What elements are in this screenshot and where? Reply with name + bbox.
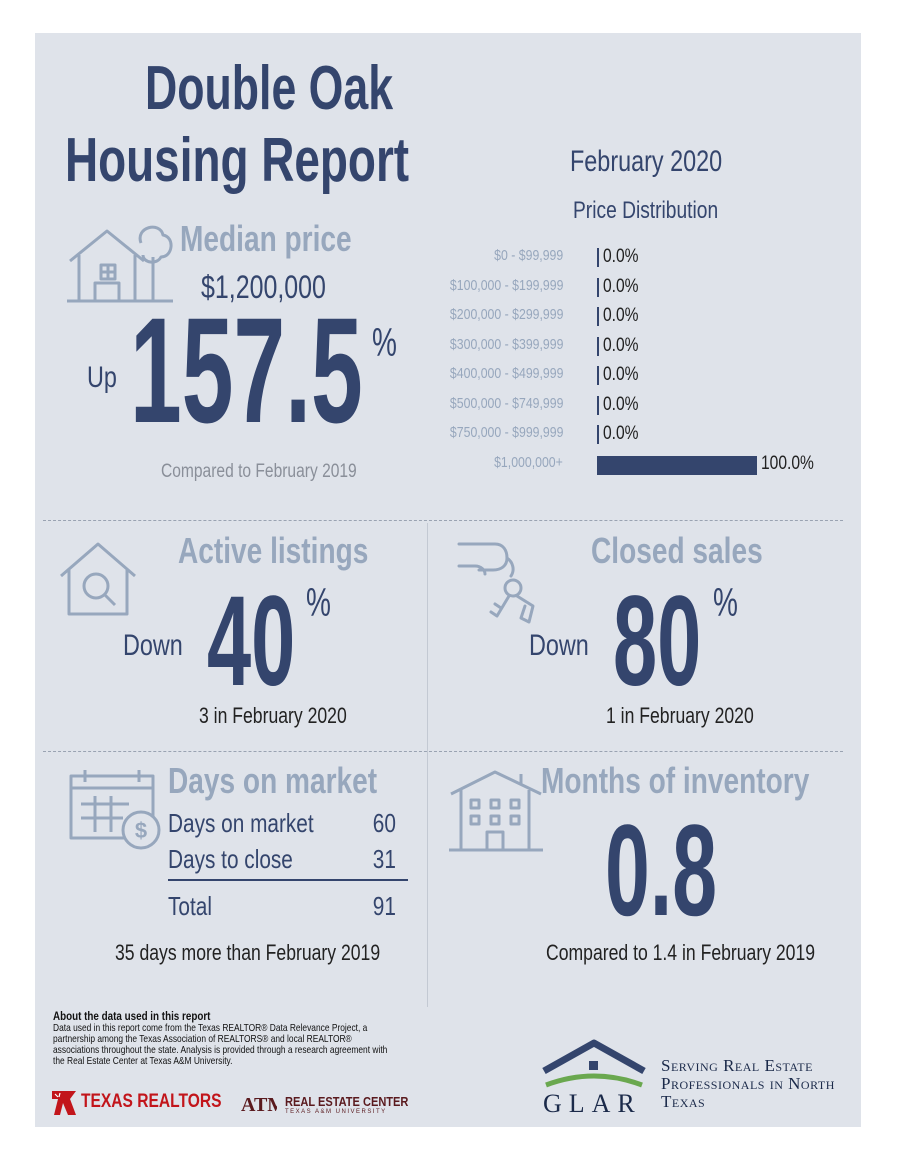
distribution-row: $1,000,000+ 100.0% [435, 452, 835, 480]
closed-detail: 1 in February 2020 [606, 703, 754, 728]
distribution-bar [597, 366, 599, 385]
report-title-line1: Double Oak [145, 54, 394, 123]
texas-realtors-logo-text: TEXAS REALTORS [81, 1091, 222, 1112]
svg-text:$: $ [135, 818, 147, 843]
active-listings-heading: Active listings [178, 530, 369, 571]
distribution-range-label: $1,000,000+ [494, 453, 563, 471]
distribution-bar [597, 277, 599, 297]
distribution-value-label: 0.0% [603, 423, 639, 444]
hand-keys-icon [457, 542, 535, 624]
distribution-range-label: $0 - $99,999 [493, 247, 563, 264]
divider-row1 [43, 520, 843, 521]
distribution-range-label: $100,000 - $199,999 [449, 276, 563, 294]
inventory-note: Compared to 1.4 in February 2019 [546, 940, 816, 965]
closed-change-value: 80 [613, 570, 702, 713]
distribution-row: $750,000 - $999,999 0.0% [435, 422, 835, 450]
inventory-value: 0.8 [605, 797, 718, 943]
median-compare-note: Compared to February 2019 [161, 461, 357, 482]
days-on-market-heading: Days on market [168, 760, 378, 801]
closed-direction: Down [529, 629, 589, 662]
dom-row-value: 60 [372, 808, 396, 838]
texas-am-logo-icon: ATM [241, 1094, 277, 1116]
median-direction: Up [87, 361, 117, 394]
dom-note: 35 days more than February 2019 [115, 940, 381, 965]
distribution-row: $100,000 - $199,999 0.0% [435, 275, 835, 303]
divider-row2 [43, 751, 843, 752]
report-title-line2: Housing Report [65, 126, 410, 195]
median-price-heading: Median price [180, 218, 352, 259]
texas-realtors-logo-icon [52, 1091, 76, 1115]
distribution-range-label: $200,000 - $299,999 [449, 306, 563, 323]
distribution-row: $300,000 - $399,999 0.0% [435, 334, 835, 362]
closed-pct-sign: % [713, 581, 738, 625]
distribution-bar [597, 248, 599, 267]
distribution-value-label: 0.0% [603, 305, 639, 326]
distribution-value-label: 100.0% [761, 452, 814, 474]
glar-tagline: Serving Real Estate Professionals in Nor… [661, 1056, 835, 1111]
glar-logo-text: GLAR [543, 1089, 642, 1118]
distribution-value-label: 0.0% [603, 275, 639, 297]
distribution-value-label: 0.0% [603, 364, 639, 385]
median-price-value: $1,200,000 [201, 269, 326, 305]
real-estate-center-sub: TEXAS A&M UNIVERSITY [285, 1109, 387, 1115]
svg-text:ATM: ATM [241, 1094, 277, 1116]
distribution-row: $200,000 - $299,999 0.0% [435, 304, 835, 332]
distribution-row: $400,000 - $499,999 0.0% [435, 363, 835, 391]
distribution-bar [597, 425, 599, 444]
median-change-value: 157.5 [130, 286, 363, 454]
distribution-range-label: $300,000 - $399,999 [449, 335, 563, 353]
median-pct-sign: % [372, 321, 397, 365]
house-magnifier-icon [60, 542, 136, 616]
distribution-bar [597, 395, 599, 415]
report-panel: Double Oak Housing Report February 2020 … [35, 33, 861, 1127]
distribution-range-label: $750,000 - $999,999 [449, 424, 563, 441]
price-distribution-title: Price Distribution [573, 197, 719, 224]
distribution-bar [597, 455, 757, 475]
distribution-row: $0 - $99,999 0.0% [435, 245, 835, 273]
months-of-inventory-heading: Months of inventory [541, 760, 810, 801]
distribution-value-label: 0.0% [603, 246, 639, 267]
dom-row-label: Days to close [168, 844, 293, 874]
dom-total-label: Total [168, 891, 212, 921]
dom-total-rule [168, 879, 408, 881]
report-period: February 2020 [570, 145, 723, 178]
distribution-value-label: 0.0% [603, 393, 639, 415]
distribution-row: $500,000 - $749,999 0.0% [435, 393, 835, 421]
distribution-bar [597, 336, 599, 356]
divider-vertical [427, 523, 428, 1007]
apartment-building-icon [449, 770, 543, 852]
distribution-value-label: 0.0% [603, 334, 639, 356]
about-data-text: Data used in this report come from the T… [53, 1022, 388, 1067]
distribution-range-label: $500,000 - $749,999 [449, 394, 563, 412]
active-detail: 3 in February 2020 [199, 703, 347, 728]
dom-row-label: Days on market [168, 808, 314, 838]
closed-sales-heading: Closed sales [591, 530, 763, 571]
house-tree-icon [67, 225, 173, 303]
dom-total-value: 91 [372, 891, 396, 921]
active-change-value: 40 [207, 570, 296, 713]
active-direction: Down [123, 629, 183, 662]
about-data-heading: About the data used in this report [53, 1009, 211, 1023]
real-estate-center-name: REAL ESTATE CENTER [285, 1094, 409, 1109]
glar-house-logo-icon [542, 1039, 646, 1088]
distribution-range-label: $400,000 - $499,999 [449, 365, 563, 382]
dom-row-value: 31 [372, 844, 396, 874]
active-pct-sign: % [306, 581, 331, 625]
calendar-dollar-icon: $ [69, 770, 161, 850]
distribution-bar [597, 307, 599, 326]
